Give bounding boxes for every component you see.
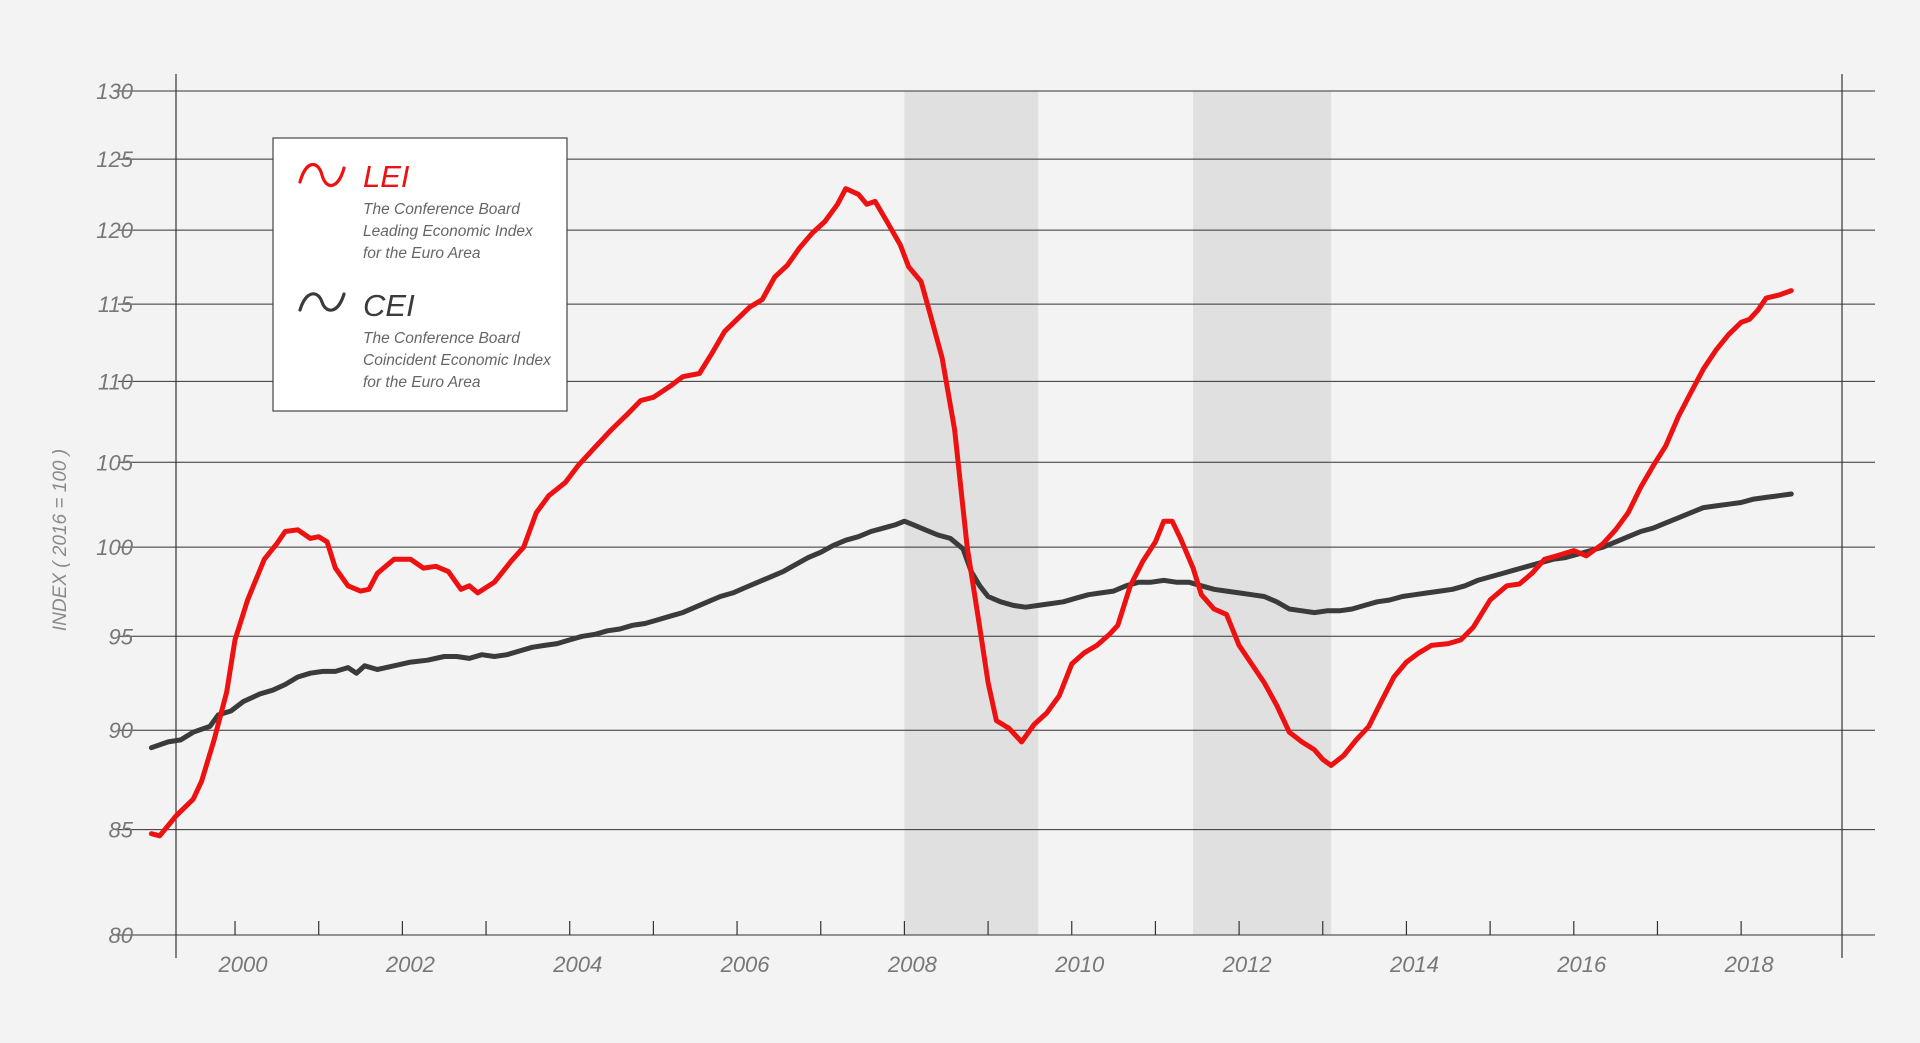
- y-tick-label-110: 110: [98, 369, 134, 394]
- x-tick-label-2006: 2006: [720, 952, 771, 977]
- x-tick-label-2010: 2010: [1054, 952, 1105, 977]
- y-tick-label-115: 115: [98, 292, 134, 317]
- y-tick-label-105: 105: [96, 450, 133, 475]
- cei-legend-line-2: Coincident Economic Index: [363, 352, 552, 369]
- x-tick-label-2002: 2002: [385, 952, 435, 977]
- axes: [175, 74, 1843, 958]
- y-axis-title: INDEX ( 2016 = 100 ): [50, 449, 71, 631]
- x-tick-label-2016: 2016: [1556, 952, 1607, 977]
- x-tick-label-2000: 2000: [218, 952, 269, 977]
- lei-series-line: [148, 186, 1794, 839]
- lei-legend-line-2: Leading Economic Index: [363, 223, 534, 240]
- x-tick-label-2014: 2014: [1389, 952, 1439, 977]
- lei-legend-wave-icon: [298, 163, 346, 187]
- x-tick-label-2012: 2012: [1222, 952, 1272, 977]
- recession-bands: [904, 91, 1332, 935]
- data-series: [148, 186, 1794, 839]
- cei-legend-name: CEI: [363, 288, 415, 323]
- cei-series-line: [148, 491, 1794, 751]
- y-tick-label-95: 95: [109, 624, 134, 649]
- y-tick-label-130: 130: [96, 79, 133, 104]
- y-tick-label-85: 85: [109, 818, 134, 843]
- recession-band-2: [1193, 91, 1332, 935]
- x-tick-label-2018: 2018: [1724, 952, 1775, 977]
- x-tick-label-2004: 2004: [552, 952, 602, 977]
- y-tick-label-80: 80: [109, 923, 134, 948]
- y-tick-label-100: 100: [96, 535, 133, 560]
- legend-box: [272, 137, 568, 412]
- legend: LEI The Conference Board Leading Economi…: [272, 137, 568, 412]
- lei-legend-line-3: for the Euro Area: [363, 245, 481, 262]
- y-tick-label-125: 125: [96, 147, 133, 172]
- cei-legend-wave-icon: [298, 292, 346, 312]
- tick-labels: 80 85 90 95 100 105 110 115 120 125 130 2000 2002 200…: [96, 79, 1774, 977]
- lei-legend-name: LEI: [363, 159, 410, 194]
- recession-band-1: [904, 91, 1039, 935]
- cei-legend-line-1: The Conference Board: [363, 330, 521, 347]
- y-tick-label-120: 120: [96, 218, 133, 243]
- x-tick-label-2008: 2008: [887, 952, 938, 977]
- lei-legend-line-1: The Conference Board: [363, 201, 521, 218]
- y-tick-label-90: 90: [109, 718, 134, 743]
- cei-legend-line-3: for the Euro Area: [363, 374, 481, 391]
